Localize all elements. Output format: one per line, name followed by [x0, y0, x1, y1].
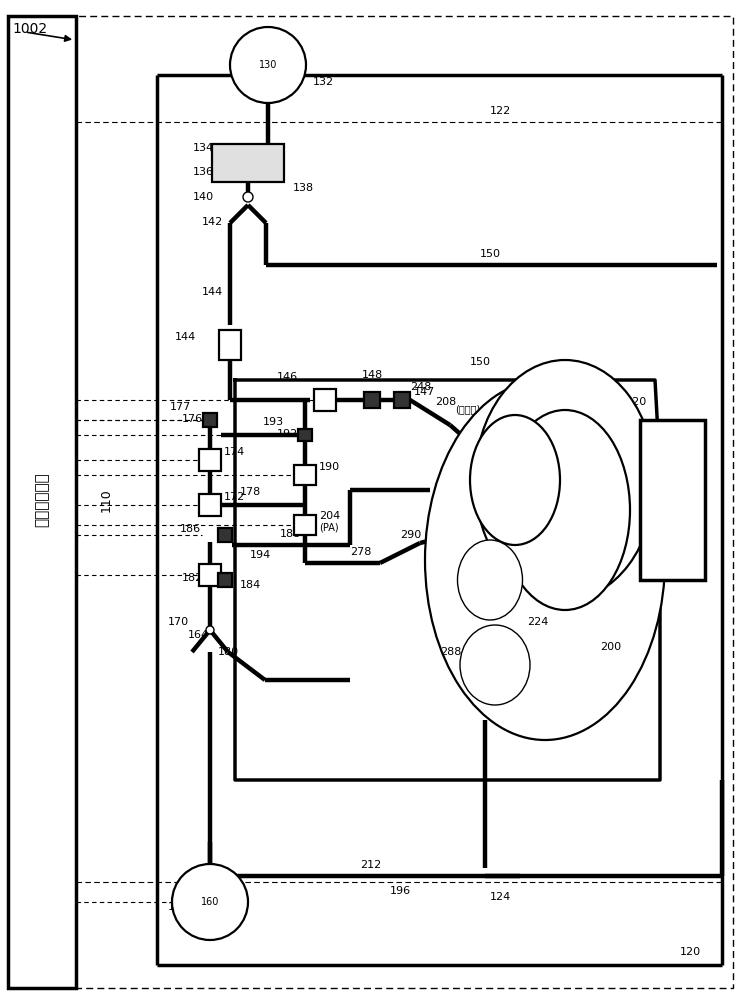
- Text: 208: 208: [435, 397, 456, 407]
- Ellipse shape: [457, 540, 522, 620]
- Circle shape: [172, 864, 248, 940]
- Text: (PA): (PA): [319, 523, 339, 533]
- Text: 228: 228: [580, 492, 602, 502]
- Text: 130: 130: [259, 60, 277, 70]
- Circle shape: [206, 626, 214, 634]
- Text: 220: 220: [625, 397, 646, 407]
- Text: 190: 190: [319, 462, 340, 472]
- Text: 140: 140: [193, 192, 214, 202]
- Text: 150: 150: [470, 357, 491, 367]
- Text: 176: 176: [182, 414, 203, 424]
- FancyBboxPatch shape: [294, 515, 316, 535]
- Text: 164: 164: [188, 630, 209, 640]
- FancyBboxPatch shape: [298, 429, 312, 441]
- Ellipse shape: [475, 360, 655, 600]
- Text: 120: 120: [680, 947, 701, 957]
- Text: 200: 200: [600, 642, 621, 652]
- Text: 150: 150: [480, 249, 501, 259]
- FancyBboxPatch shape: [218, 573, 232, 587]
- FancyBboxPatch shape: [212, 144, 284, 182]
- Text: 177: 177: [170, 402, 191, 412]
- Text: 114: 114: [660, 493, 684, 506]
- Text: 134: 134: [193, 143, 214, 153]
- FancyBboxPatch shape: [199, 564, 221, 586]
- FancyBboxPatch shape: [639, 420, 705, 580]
- Text: 188: 188: [280, 529, 302, 539]
- Text: 110: 110: [100, 488, 113, 512]
- FancyBboxPatch shape: [219, 330, 241, 360]
- Text: 170: 170: [168, 617, 189, 627]
- Text: 174: 174: [224, 447, 245, 457]
- Text: 204: 204: [319, 511, 340, 521]
- Text: (LA): (LA): [479, 668, 499, 678]
- Text: 224: 224: [527, 617, 548, 627]
- Ellipse shape: [425, 380, 665, 740]
- Text: 172: 172: [224, 492, 245, 502]
- FancyBboxPatch shape: [394, 392, 410, 408]
- Ellipse shape: [460, 625, 530, 705]
- Text: 144: 144: [175, 332, 196, 342]
- FancyBboxPatch shape: [8, 16, 76, 988]
- Text: 124: 124: [490, 892, 511, 902]
- Text: 1002: 1002: [12, 22, 47, 36]
- FancyBboxPatch shape: [199, 494, 221, 516]
- Text: 193: 193: [263, 417, 284, 427]
- Text: (主动脉): (主动脉): [455, 404, 480, 414]
- Circle shape: [243, 192, 253, 202]
- Text: 182: 182: [182, 573, 203, 583]
- Text: 心脏－未灌注: 心脏－未灌注: [35, 473, 50, 527]
- Text: 186: 186: [180, 524, 201, 534]
- Text: 194: 194: [250, 550, 271, 560]
- Text: 148: 148: [362, 370, 383, 380]
- Text: 147: 147: [414, 387, 435, 397]
- Text: 178: 178: [240, 487, 262, 497]
- Circle shape: [230, 27, 306, 103]
- FancyBboxPatch shape: [218, 528, 232, 542]
- Text: 226: 226: [497, 462, 518, 472]
- Text: 192: 192: [277, 429, 298, 439]
- Text: 132: 132: [313, 77, 334, 87]
- Text: 144: 144: [202, 287, 223, 297]
- Ellipse shape: [470, 415, 560, 545]
- Text: 212: 212: [360, 860, 382, 870]
- FancyBboxPatch shape: [364, 392, 380, 408]
- Text: (LV): (LV): [583, 508, 602, 518]
- FancyBboxPatch shape: [294, 465, 316, 485]
- Text: 206: 206: [473, 652, 494, 662]
- Text: (RV): (RV): [501, 477, 522, 487]
- Text: 278: 278: [350, 547, 371, 557]
- Text: 288: 288: [440, 647, 462, 657]
- FancyBboxPatch shape: [314, 389, 336, 411]
- Text: 122: 122: [490, 106, 511, 116]
- Text: 136: 136: [193, 167, 214, 177]
- FancyBboxPatch shape: [199, 449, 221, 471]
- Text: 146: 146: [277, 372, 298, 382]
- Text: (RA): (RA): [483, 580, 504, 590]
- Text: 162: 162: [168, 902, 189, 912]
- Text: 202: 202: [477, 564, 498, 574]
- Text: 160: 160: [201, 897, 219, 907]
- Text: 184: 184: [240, 580, 262, 590]
- FancyBboxPatch shape: [203, 413, 217, 427]
- Text: 196: 196: [390, 886, 411, 896]
- Text: 138: 138: [293, 183, 314, 193]
- Text: 248: 248: [410, 382, 431, 392]
- Text: 222: 222: [607, 492, 628, 502]
- Ellipse shape: [500, 410, 630, 610]
- Text: 180: 180: [218, 647, 239, 657]
- Text: 290: 290: [400, 530, 421, 540]
- Text: 142: 142: [202, 217, 223, 227]
